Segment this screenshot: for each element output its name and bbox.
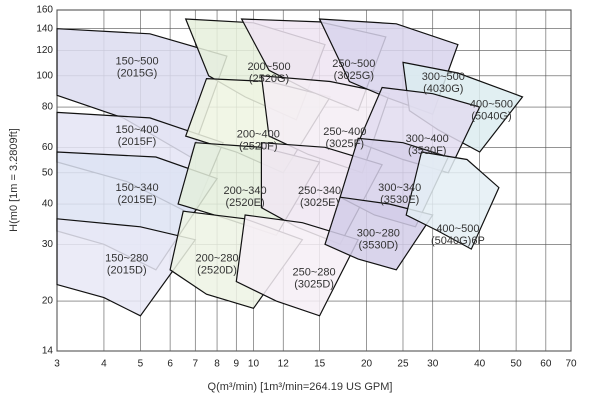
region-label: 150~500 <box>115 56 158 68</box>
region <box>56 218 197 317</box>
region-label: (3530E) <box>380 194 419 206</box>
region <box>405 151 500 250</box>
y-tick-label: 80 <box>42 102 54 113</box>
x-axis-title: Q(m³/min) [1m³/min=264.19 US GPM] <box>208 381 393 393</box>
x-tick-label: 4 <box>101 359 107 370</box>
region-label: (2015E) <box>117 194 156 206</box>
region-label: 150~400 <box>115 124 158 136</box>
y-tick-label: 50 <box>42 167 54 178</box>
x-tick-label: 15 <box>314 359 326 370</box>
region-label: 250~340 <box>298 185 341 197</box>
region-label: (2015F) <box>118 136 157 148</box>
x-tick-label: 12 <box>278 359 290 370</box>
x-tick-label: 9 <box>233 359 239 370</box>
region-label: 300~340 <box>378 182 421 194</box>
region-label: (4030G) <box>423 83 463 95</box>
x-tick-label: 3 <box>54 359 60 370</box>
y-tick-label: 120 <box>36 45 53 56</box>
region-label: 250~280 <box>293 266 336 278</box>
y-tick-label: 20 <box>42 296 54 307</box>
x-tick-label: 50 <box>511 359 523 370</box>
region-label: (3025G) <box>334 70 374 82</box>
x-tick-label: 40 <box>474 359 486 370</box>
y-axis-title: H(m0 [1m = 3.2809ft] <box>8 128 20 232</box>
region-label: (3025F) <box>326 138 365 150</box>
y-tick-label: 60 <box>42 142 54 153</box>
region-label: (3025E) <box>300 197 339 209</box>
x-tick-label: 6 <box>167 359 173 370</box>
region-label: (2520E) <box>226 197 265 209</box>
y-tick-label: 14 <box>42 346 54 357</box>
region-label: (3530D) <box>358 240 398 252</box>
x-tick-label: 10 <box>248 359 260 370</box>
region-label: 250~400 <box>323 126 366 138</box>
x-tick-label: 8 <box>214 359 220 370</box>
x-tick-label: 20 <box>361 359 373 370</box>
region-label: 400~500 <box>470 98 513 110</box>
region-label: (2520F) <box>239 140 278 152</box>
region-label: (3530F) <box>408 145 447 157</box>
region-label: (5040G) <box>471 110 511 122</box>
region-label: 200~500 <box>247 61 290 73</box>
region-label: (5040G)6P <box>431 235 485 247</box>
region-label: (2015D) <box>107 264 147 276</box>
region-label: (3025D) <box>294 278 334 290</box>
y-tick-label: 140 <box>36 23 53 34</box>
region-label: 200~340 <box>224 185 267 197</box>
x-tick-label: 70 <box>565 359 577 370</box>
region-label: 200~400 <box>237 128 280 140</box>
y-tick-label: 160 <box>36 5 53 16</box>
region-label: 200~280 <box>195 252 238 264</box>
y-tick-label: 30 <box>42 239 54 250</box>
region-label: 400~500 <box>436 223 479 235</box>
region-label: 150~340 <box>115 182 158 194</box>
x-tick-label: 5 <box>138 359 144 370</box>
region-label: 300~280 <box>357 228 400 240</box>
region-label: 300~500 <box>422 71 465 83</box>
region-label: 250~500 <box>332 58 375 70</box>
region-label: (2015G) <box>117 68 157 80</box>
region-label: (2520G) <box>249 73 289 85</box>
region-label: (2520D) <box>197 264 237 276</box>
x-tick-label: 25 <box>397 359 409 370</box>
x-tick-label: 60 <box>540 359 552 370</box>
region-label: 300~400 <box>406 133 449 145</box>
x-tick-label: 30 <box>427 359 439 370</box>
y-tick-label: 100 <box>36 70 53 81</box>
y-tick-label: 40 <box>42 199 54 210</box>
x-tick-label: 7 <box>192 359 198 370</box>
region-label: 150~280 <box>105 252 148 264</box>
